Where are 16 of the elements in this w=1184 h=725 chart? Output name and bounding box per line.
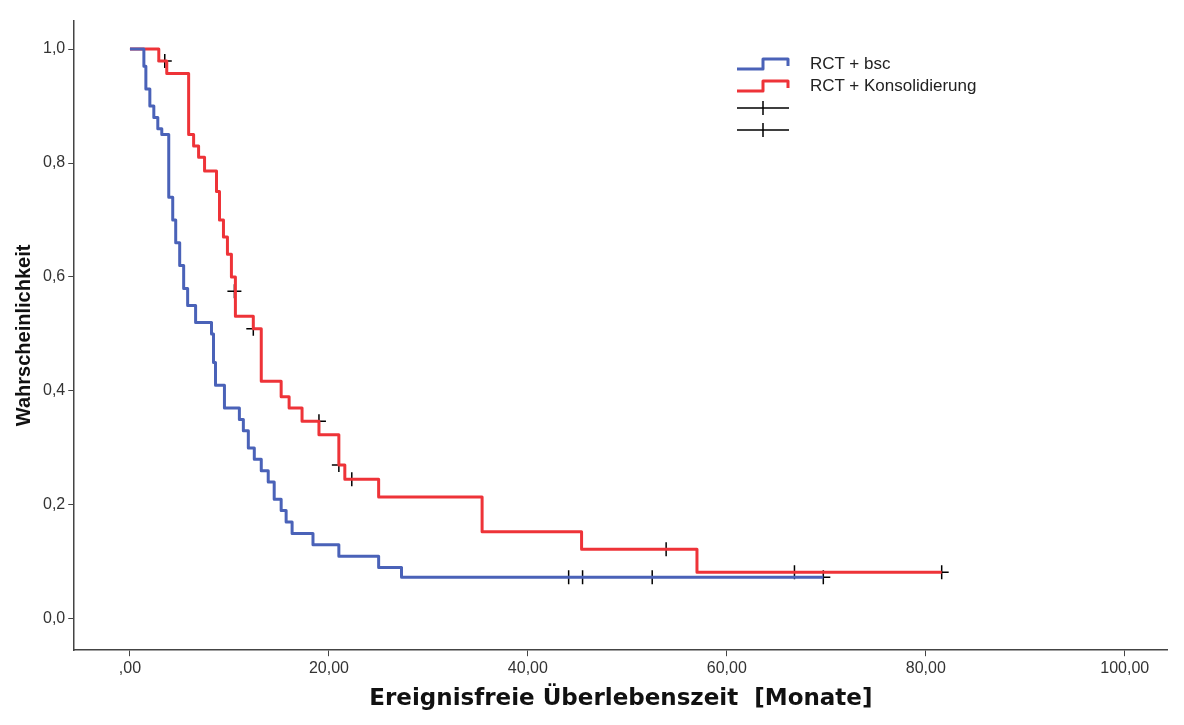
x-axis-title: Ereignisfreie Überlebenszeit [Monate]: [369, 683, 873, 711]
y-tick-label: 0,0: [42, 609, 66, 627]
x-tick-label: 40,00: [507, 659, 548, 677]
x-tick-label: 80,00: [905, 659, 946, 677]
y-tick-label: 0,6: [42, 267, 66, 285]
x-tick-label: 100,00: [1100, 659, 1150, 677]
x-tick-label: 20,00: [308, 659, 350, 677]
y-axis-title: Wahrscheinlichkeit: [11, 244, 34, 427]
y-tick-label: 1,0: [42, 39, 66, 57]
legend-label: RCT + Konsolidierung: [810, 76, 977, 96]
x-tick-label: ,00: [118, 659, 142, 677]
y-tick-label: 0,8: [42, 153, 66, 171]
y-tick-label: 0,2: [42, 495, 66, 513]
x-tick-label: 60,00: [706, 659, 747, 677]
y-tick-label: 0,4: [42, 381, 66, 399]
legend-label: RCT + bsc: [810, 54, 891, 74]
